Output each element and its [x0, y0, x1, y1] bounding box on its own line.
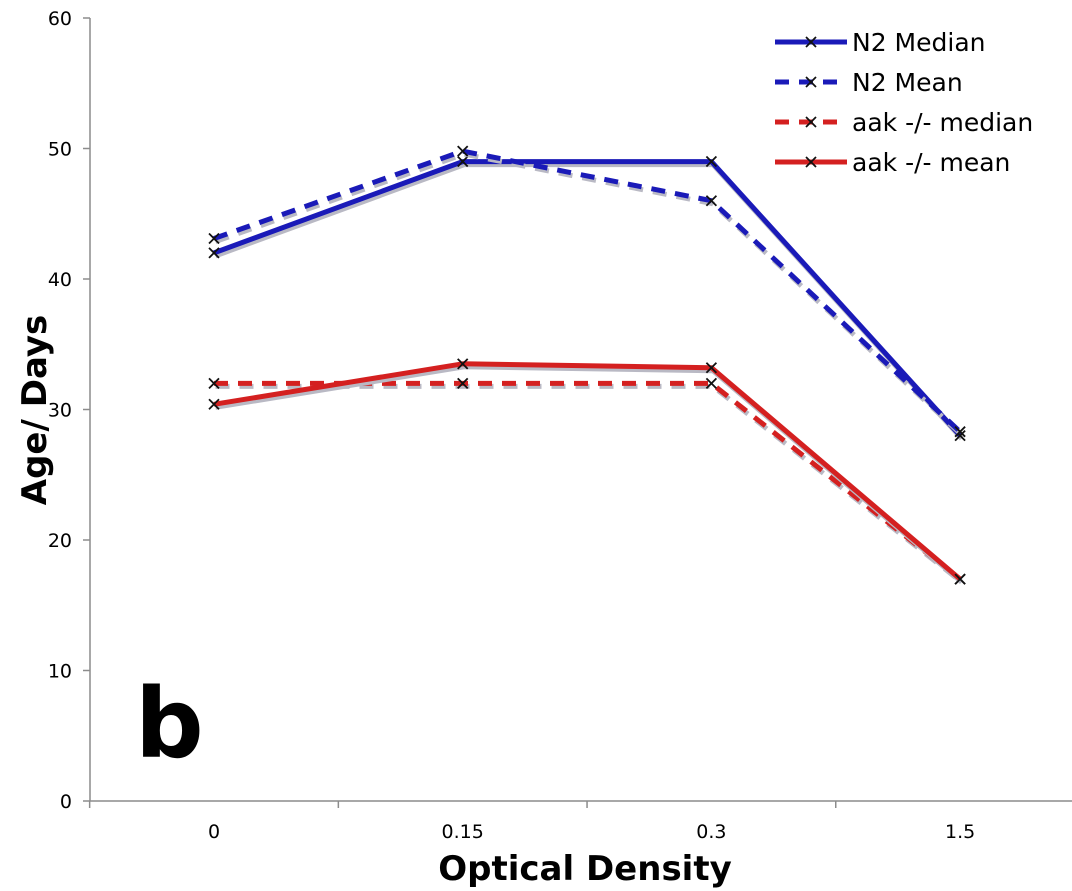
data-point-marker — [457, 145, 469, 157]
y-tick-label: 20 — [48, 530, 72, 552]
data-point-marker — [457, 155, 469, 168]
series-line-4 — [213, 361, 962, 582]
data-point-marker — [954, 573, 966, 585]
legend-label: N2 Median — [852, 28, 985, 57]
legend-marker — [805, 36, 817, 48]
legend: N2 Median N2 Mean aak -/- median aak -/- me… — [775, 28, 1033, 177]
legend-item: N2 Median — [775, 28, 985, 57]
series-layer — [208, 145, 966, 585]
y-tick-label: 10 — [48, 661, 72, 683]
series-line-1 — [213, 159, 962, 438]
series-line-2 — [213, 148, 962, 434]
x-tick-label: 1.5 — [945, 821, 975, 843]
data-point-marker — [457, 358, 469, 370]
y-tick-label: 30 — [48, 400, 72, 422]
legend-marker — [805, 76, 817, 88]
data-point-marker — [208, 232, 220, 245]
legend-item: aak -/- mean — [775, 148, 1010, 177]
panel-label: b — [135, 668, 204, 780]
x-tick-label: 0 — [208, 821, 220, 843]
legend-label: aak -/- mean — [852, 148, 1010, 177]
legend-marker — [805, 116, 817, 128]
series-shadow — [214, 151, 964, 437]
x-axis-title: Optical Density — [438, 849, 732, 889]
series-shadow — [215, 364, 964, 585]
y-tick-label: 0 — [60, 791, 72, 813]
data-point-marker — [705, 377, 718, 390]
data-point-marker — [705, 155, 718, 168]
data-point-marker — [954, 426, 966, 438]
series-shadow — [214, 162, 964, 441]
legend-item: N2 Mean — [775, 68, 963, 97]
legend-label: aak -/- median — [852, 108, 1033, 137]
x-tick-label: 0.3 — [696, 821, 726, 843]
x-tick-label: 0.15 — [442, 821, 484, 843]
data-point-marker — [208, 398, 220, 410]
y-axis-title: Age/ Days — [15, 315, 55, 506]
data-point-marker — [208, 247, 220, 259]
legend-marker — [805, 156, 817, 168]
y-tick-label: 40 — [48, 269, 72, 291]
axes: 0 10 20 30 40 50 60 0 0.15 0.3 1.5 — [48, 8, 1072, 843]
y-tick-label: 50 — [48, 139, 72, 161]
y-tick-label: 60 — [48, 8, 72, 30]
data-point-marker — [705, 362, 718, 374]
data-point-marker — [457, 377, 469, 390]
legend-label: N2 Mean — [852, 68, 963, 97]
data-point-marker — [705, 195, 718, 207]
data-point-marker — [208, 377, 220, 390]
legend-item: aak -/- median — [775, 108, 1033, 137]
